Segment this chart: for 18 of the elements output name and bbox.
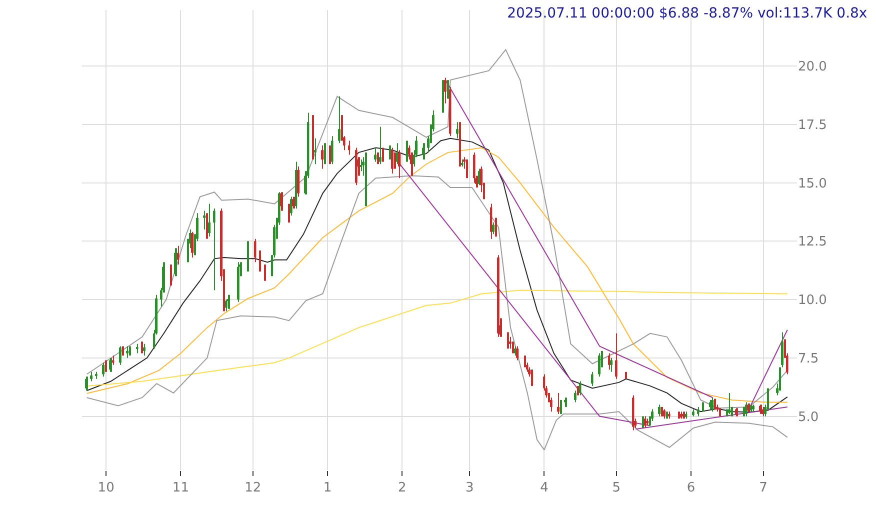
y-tick-label: 5.0 <box>798 410 819 425</box>
x-tick-label: 1 <box>323 480 332 496</box>
x-tick-label: 10 <box>98 480 114 496</box>
y-tick-label: 10.0 <box>798 293 827 308</box>
x-tick-label: 4 <box>540 480 548 496</box>
x-tick-label: 12 <box>244 480 262 496</box>
y-tick-label: 15.0 <box>798 176 827 192</box>
x-tick-label: 11 <box>172 480 189 496</box>
x-tick-label: 2 <box>398 480 406 496</box>
x-tick-label: 6 <box>686 480 696 496</box>
x-tick-label: 7 <box>759 480 768 496</box>
y-tick-label: 7.5 <box>798 351 819 366</box>
y-tick-label: 20.0 <box>798 60 827 75</box>
chart-title: 2025.07.11 00:00:00 $6.88 -8.87% vol:113.7K 0.8x <box>507 5 868 22</box>
x-tick-label: 3 <box>465 480 474 496</box>
y-tick-label: 17.5 <box>798 118 827 133</box>
y-tick-label: 12.5 <box>798 234 827 250</box>
x-tick-label: 5 <box>612 480 621 496</box>
